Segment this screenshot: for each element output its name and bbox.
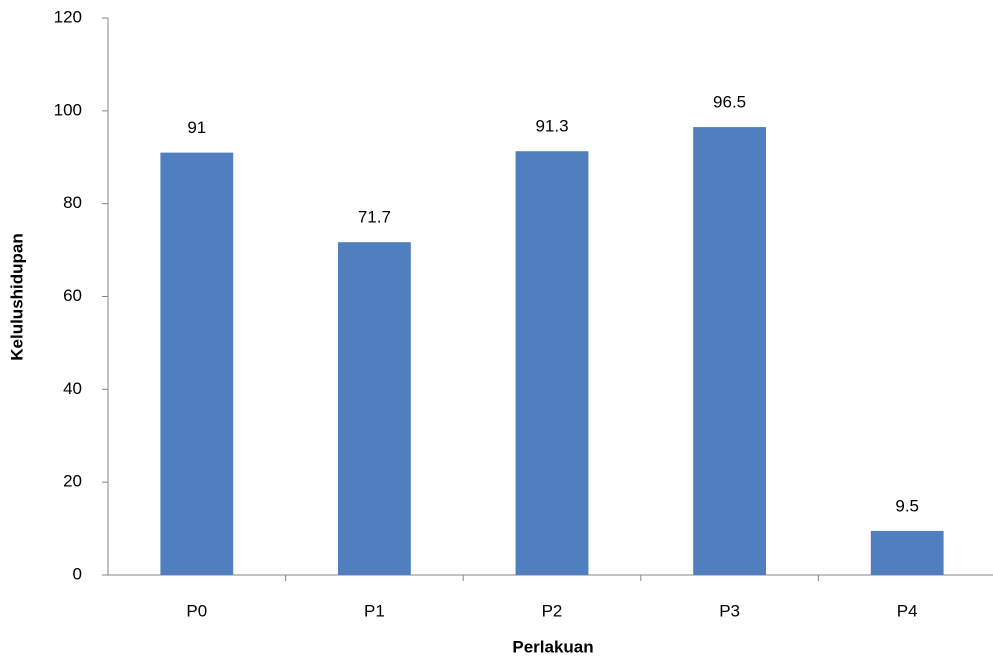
value-label: 96.5 (713, 93, 746, 112)
value-label: 91.3 (535, 117, 568, 136)
value-label: 91 (187, 118, 206, 137)
y-tick-label: 40 (63, 379, 82, 398)
chart: Perlakuan Kelulushidupan 0 20 40 60 80 100 120… (0, 0, 993, 663)
y-tick-label: 20 (63, 472, 82, 491)
y-tick-label: 80 (63, 193, 82, 212)
x-tick-label: P0 (186, 601, 207, 620)
value-label: 71.7 (358, 208, 391, 227)
bar (516, 151, 589, 575)
y-tick-label: 0 (73, 564, 82, 583)
x-tick-label: P1 (364, 601, 385, 620)
y-axis-title: Kelulushidupan (7, 233, 26, 361)
bar (693, 127, 766, 575)
y-tick-label: 100 (54, 100, 82, 119)
value-label: 9.5 (895, 496, 919, 515)
y-tick-label: 60 (63, 286, 82, 305)
x-axis-title: Perlakuan (512, 637, 593, 656)
x-tick-label: P2 (542, 601, 563, 620)
x-tick-label: P4 (897, 601, 918, 620)
bar (160, 153, 233, 575)
bar (871, 531, 944, 575)
x-tick-label: P3 (719, 601, 740, 620)
bar (338, 242, 411, 575)
y-tick-label: 120 (54, 7, 82, 26)
